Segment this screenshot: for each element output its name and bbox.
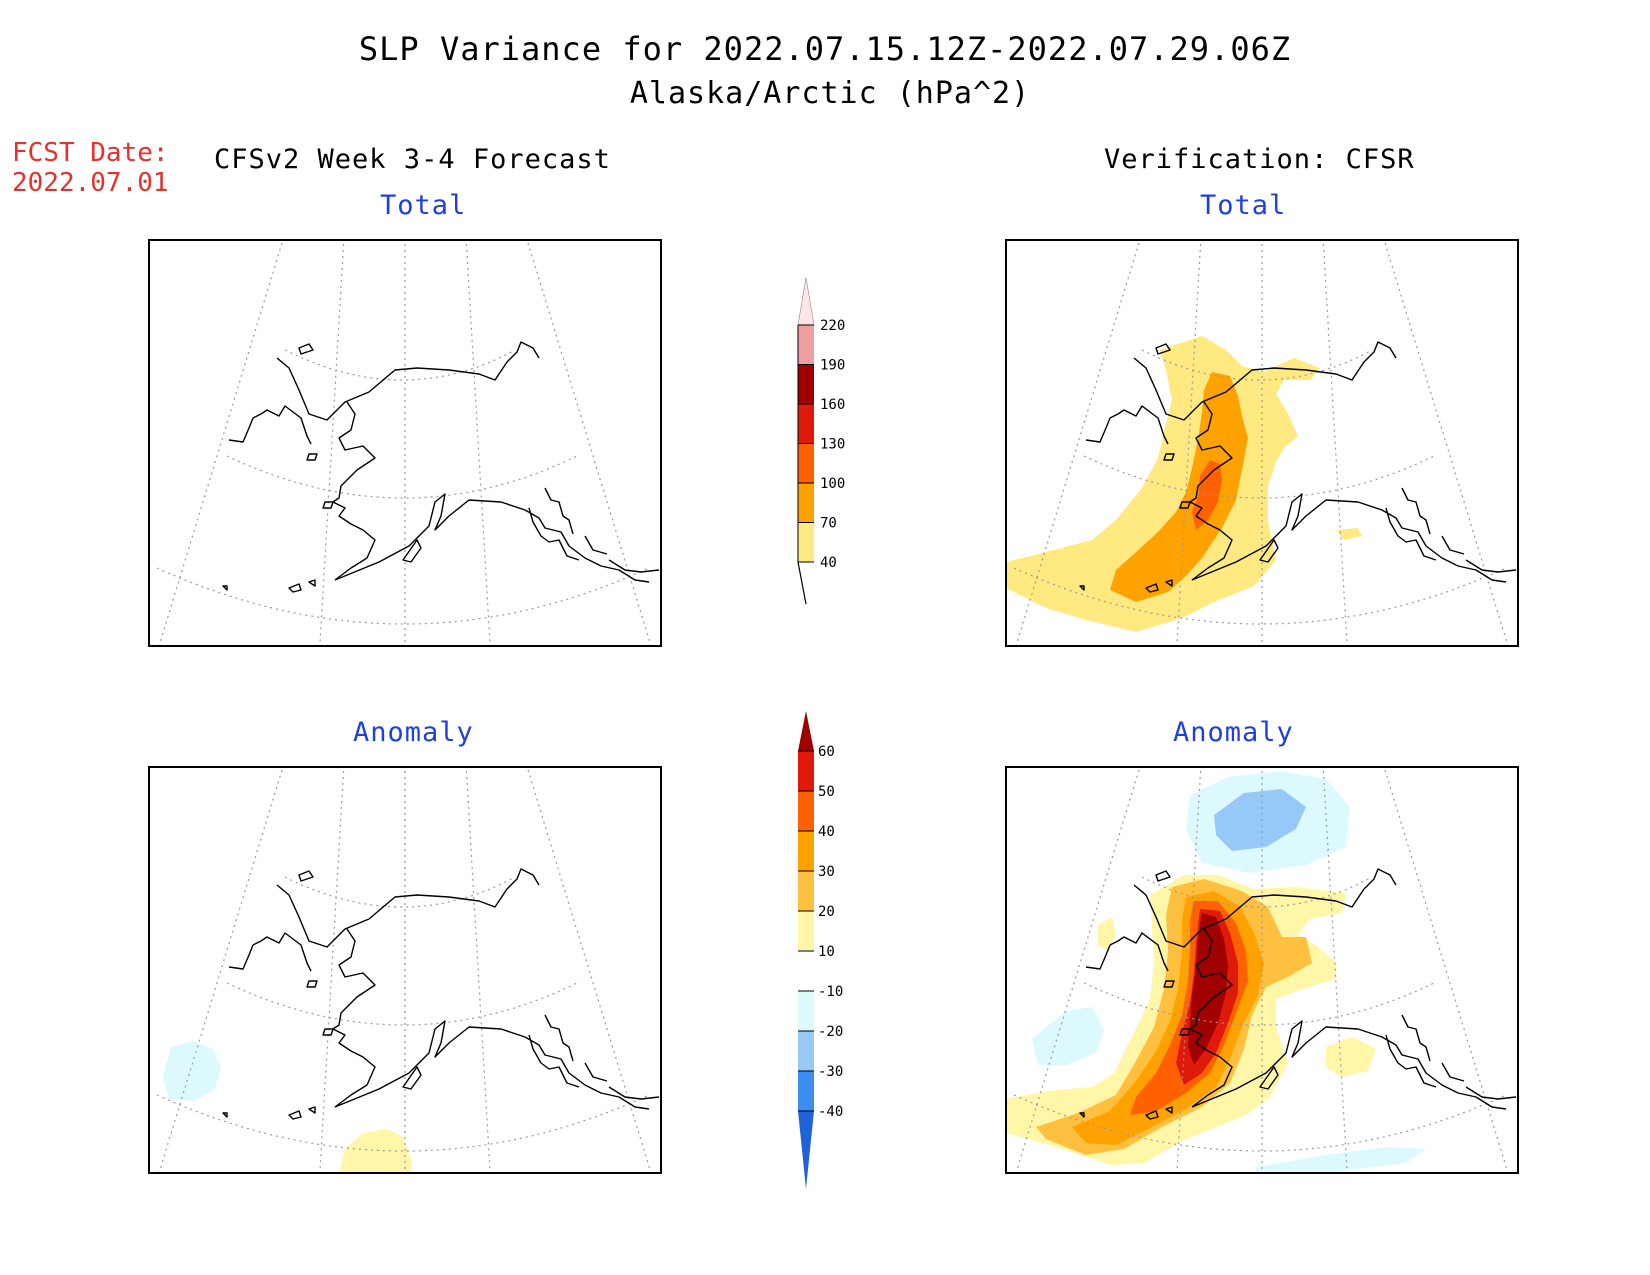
anomaly-colorbar-tick-label: 30	[818, 864, 835, 880]
forecast-anomaly-map	[148, 766, 662, 1174]
total-colorbar-tick-label: 160	[820, 397, 845, 413]
verification-anomaly-title: Anomaly	[1173, 717, 1294, 748]
verification-column-header: Verification: CFSR	[1104, 144, 1415, 175]
forecast-date-value: 2022.07.01	[12, 168, 169, 198]
anomaly-colorbar-tick-label: 50	[818, 784, 835, 800]
anomaly-colorbar-tick-label: 10	[818, 944, 835, 960]
total-colorbar-band	[798, 522, 814, 562]
forecast-total-title: Total	[380, 190, 467, 221]
verification-total-title: Total	[1200, 190, 1287, 221]
anomaly-colorbar-tick-label: -40	[818, 1104, 843, 1120]
verification-anomaly-map	[1005, 766, 1519, 1174]
total-colorbar-band	[798, 483, 814, 523]
total-colorbar-tick-label: 190	[820, 358, 845, 374]
anomaly-colorbar-band	[798, 751, 814, 791]
total-colorbar-tick-label: 100	[820, 476, 845, 492]
total-colorbar-band	[798, 364, 814, 404]
total-colorbar-tick-label: 40	[820, 555, 837, 571]
anomaly-colorbar-band	[798, 951, 814, 991]
anomaly-colorbar-tick-label: -20	[818, 1024, 843, 1040]
anomaly-colorbar-band	[798, 1031, 814, 1071]
contour-neg20-arctic	[1214, 789, 1306, 851]
anomaly-colorbar-tick-label: 60	[818, 744, 835, 760]
anomaly-colorbar-band	[798, 1071, 814, 1111]
anomaly-colorbar-band	[798, 911, 814, 951]
anomaly-colorbar-top-tip	[798, 711, 814, 751]
contour-10-20-east	[1326, 1037, 1376, 1077]
main-title: SLP Variance for 2022.07.15.12Z-2022.07.…	[358, 30, 1292, 68]
contour-70-100	[1110, 372, 1248, 602]
anomaly-colorbar-tick-label: 20	[818, 904, 835, 920]
anomaly-colorbar-tick-label: -30	[818, 1064, 843, 1080]
contour-60-plus	[1188, 913, 1228, 1065]
forecast-anomaly-title: Anomaly	[353, 717, 474, 748]
total-colorbar-band	[798, 443, 814, 483]
anomaly-colorbar-band	[798, 831, 814, 871]
contour-neg10-neg20	[163, 1041, 221, 1101]
total-colorbar-bottom-tip	[797, 561, 807, 605]
total-colorbar-band	[798, 325, 814, 365]
forecast-date-label: FCST Date:	[12, 138, 169, 168]
anomaly-colorbar-bottom-tip	[798, 1111, 814, 1189]
subtitle: Alaska/Arctic (hPa^2)	[629, 76, 1031, 111]
forecast-total-map	[148, 239, 662, 647]
total-colorbar-tick-label: 130	[820, 437, 845, 453]
verification-total-map	[1005, 239, 1519, 647]
anomaly-colorbar-tick-label: -10	[818, 984, 843, 1000]
total-colorbar-tick-label: 220	[820, 318, 845, 334]
anomaly-colorbar: -40 -30 -20 -10 10 20 30 40 50 60	[798, 711, 843, 1189]
anomaly-colorbar-tick-label: 40	[818, 824, 835, 840]
total-colorbar-band	[798, 404, 814, 444]
contour-10-20	[339, 1129, 411, 1173]
contour-40-70	[1006, 336, 1320, 632]
forecast-column-header: CFSv2 Week 3-4 Forecast	[214, 144, 611, 175]
contour-40-70-east	[1336, 528, 1362, 540]
total-colorbar-top-tip	[797, 277, 815, 326]
anomaly-colorbar-band	[798, 991, 814, 1031]
anomaly-colorbar-band	[798, 871, 814, 911]
contour-10-20-nw	[1098, 917, 1116, 951]
contour-neg10-south	[1256, 1147, 1426, 1173]
total-colorbar-tick-label: 70	[820, 516, 837, 532]
anomaly-colorbar-band	[798, 791, 814, 831]
contour-neg10-west	[1032, 1007, 1104, 1065]
total-colorbar: 40 70 100 130 160 190 220	[797, 277, 845, 605]
